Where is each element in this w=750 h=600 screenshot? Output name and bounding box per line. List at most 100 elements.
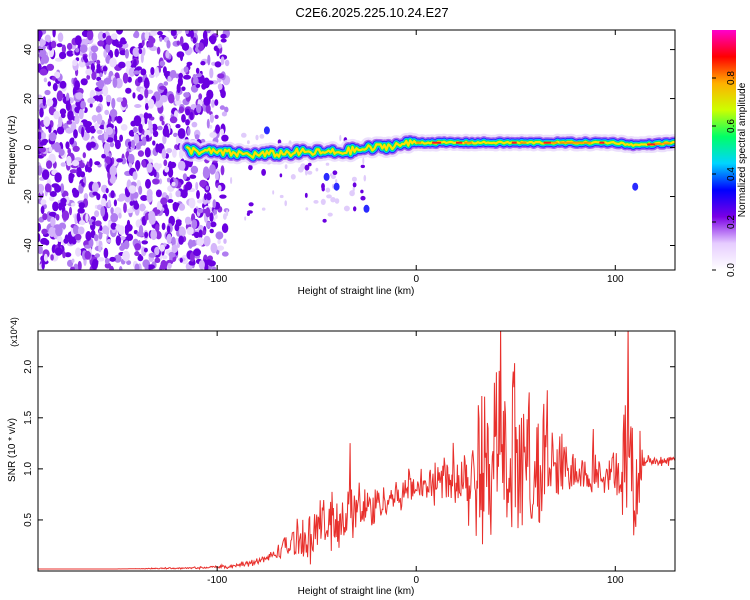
spectrogram-cell <box>113 133 118 143</box>
spectrogram-cell <box>80 78 88 86</box>
colorbar-tick-label: 0.0 <box>726 263 737 277</box>
spectrogram-cell <box>209 228 214 234</box>
spectrogram-cell <box>65 141 70 150</box>
spectrogram-cell <box>210 242 218 254</box>
spectrogram-cell <box>50 216 56 227</box>
spectrogram-cell <box>56 90 64 102</box>
spectrogram-cell <box>132 126 138 133</box>
spectrogram-cell <box>159 60 166 67</box>
spectrogram-cell <box>169 70 177 79</box>
spectrogram-cell <box>307 162 312 167</box>
spectrogram-cell <box>196 103 202 114</box>
spectrogram-cell <box>134 243 142 251</box>
spectrogram-cell <box>133 32 139 38</box>
spectrogram-cell <box>104 262 112 269</box>
spectrogram-cell <box>304 169 308 176</box>
spectrogram-cell <box>133 202 140 210</box>
y-tick-label: 2.0 <box>23 359 34 373</box>
snr-series-line <box>38 331 675 571</box>
spectrogram-cell <box>40 199 47 205</box>
spectrogram-cell <box>214 61 222 68</box>
spectrogram-cell <box>134 104 142 108</box>
spectrogram-cell <box>215 231 224 240</box>
spectrogram-cell <box>85 213 89 223</box>
spectrogram-cell <box>46 160 53 169</box>
spectrogram-cell <box>116 30 123 35</box>
spectrogram-cell <box>261 207 266 211</box>
spectrogram-branch <box>323 172 330 181</box>
spectrogram-cell <box>48 124 52 134</box>
spectrogram-cell <box>75 47 80 53</box>
spectrogram-cell <box>43 116 51 127</box>
spectrogram-cell <box>70 266 75 270</box>
spectrogram-cell <box>186 61 193 66</box>
spectrogram-cell <box>200 61 206 66</box>
spectrogram-cell <box>41 228 48 235</box>
spectrogram-cell <box>255 134 259 141</box>
spectrogram-cell <box>98 94 103 103</box>
spectrogram-cell <box>84 57 89 63</box>
spectrogram-cell <box>290 174 296 180</box>
spectrogram-cell <box>131 139 135 149</box>
spectrogram-branch <box>632 182 639 191</box>
spectrogram-cell <box>202 229 207 236</box>
colorbar-label: Normalized spectral amplitude <box>737 82 748 217</box>
spectrogram-cell <box>66 92 70 103</box>
spectrogram-cell <box>39 38 44 48</box>
spectrogram-cell <box>59 51 67 60</box>
spectrogram-cell <box>49 191 57 197</box>
spectrogram-cell <box>177 128 186 139</box>
spectrogram-cell <box>178 203 186 211</box>
spectrogram-cell <box>78 59 86 68</box>
spectrogram-cell <box>143 247 148 253</box>
spectrogram-cell <box>85 231 92 241</box>
spectrogram-cell <box>304 192 308 198</box>
spectrogram-cell <box>168 192 173 201</box>
spectrogram-cell <box>144 88 149 99</box>
spectrogram-cell <box>189 174 197 179</box>
spectrogram-cell <box>46 98 54 107</box>
spectrogram-cell <box>182 173 187 181</box>
spectrogram-cell <box>159 264 163 270</box>
spectrogram-cell <box>53 141 61 153</box>
spectrogram-cell <box>103 131 109 141</box>
x-tick-label: 100 <box>607 575 624 586</box>
spectrogram-cell <box>362 157 365 165</box>
spectrogram-cell <box>214 171 219 181</box>
spectrogram-cell <box>106 238 112 243</box>
spectrogram-cell <box>168 93 175 104</box>
spectrogram-cell <box>133 115 142 127</box>
spectrogram-cell <box>82 152 87 159</box>
spectrogram-cell <box>81 126 85 138</box>
spectrogram-cell <box>54 184 62 193</box>
spectrogram-cell <box>332 170 338 175</box>
spectrogram-cell <box>339 134 342 142</box>
spectrogram-cell <box>165 50 170 59</box>
spectrogram-cell <box>241 132 247 138</box>
spectrogram-cell <box>174 99 182 106</box>
spectrogram-cell <box>114 254 122 263</box>
spectrogram-cell <box>166 148 173 154</box>
spectrogram-cell <box>190 30 194 39</box>
spectrogram-branch <box>263 126 270 135</box>
spectrogram-cell <box>106 126 113 136</box>
spectrogram-cell <box>220 56 225 65</box>
spectrogram-cell <box>85 68 93 76</box>
spectrogram-cell <box>180 189 188 199</box>
spectrogram-cell <box>133 58 137 68</box>
spectrogram-cell <box>60 197 67 204</box>
spectrogram-cell <box>223 213 227 220</box>
y-tick-label: -20 <box>23 189 34 204</box>
spectrogram-cell <box>214 214 218 220</box>
spectrogram-cell <box>198 260 205 270</box>
spectrogram-cell <box>114 139 121 150</box>
spectrogram-cell <box>128 185 137 194</box>
snr-panel: -100 0 100 0.5 1.0 1.5 2.0 Height of straight… <box>7 317 676 597</box>
spectrogram-cell <box>259 134 265 139</box>
spectrogram-cell <box>66 42 73 51</box>
spectrogram-cell <box>77 260 82 270</box>
spectrogram-cell <box>141 117 145 127</box>
spectrogram-cell <box>65 100 71 112</box>
spectrogram-cell <box>188 239 193 249</box>
spectrogram-cell <box>192 37 197 44</box>
